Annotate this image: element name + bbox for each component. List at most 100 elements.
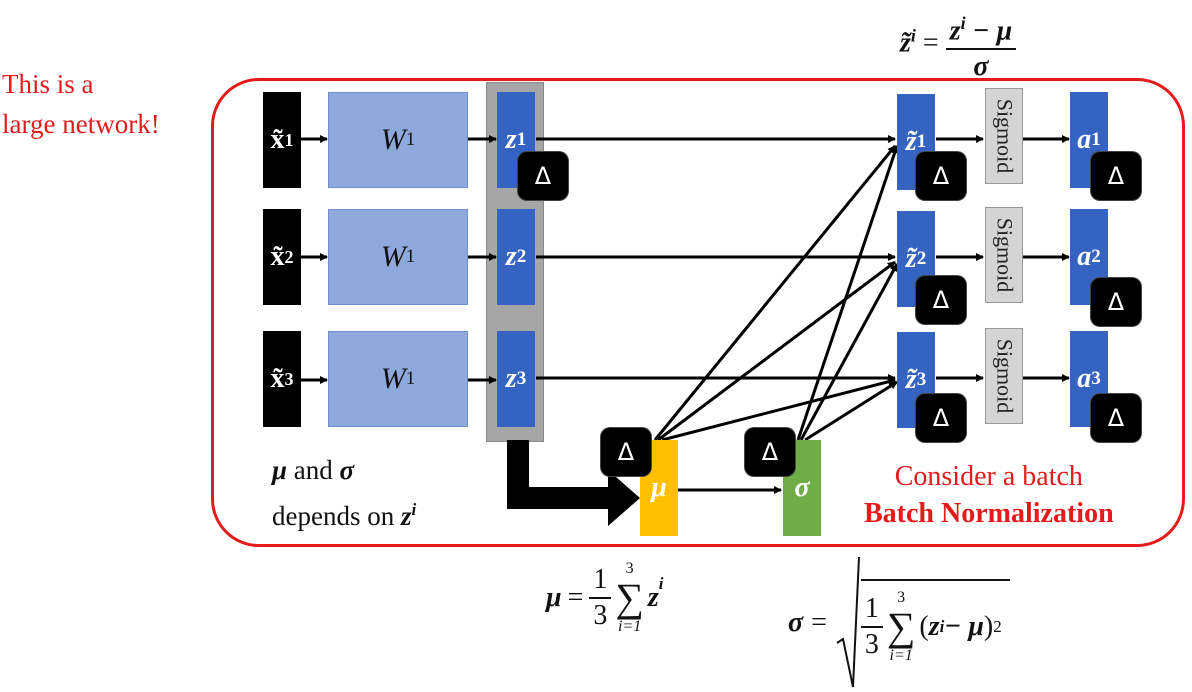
- mu-formula-one: 1: [589, 563, 612, 599]
- mu-formula-fraction: 1 3: [589, 563, 612, 633]
- z-1-sup: 1: [516, 129, 527, 150]
- mu-formula-lhs: μ: [546, 582, 562, 613]
- delta-znorm1-badge: Δ: [916, 152, 966, 200]
- formula-num-z: z: [949, 15, 961, 47]
- dependency-mu: μ: [272, 455, 288, 485]
- sigma-formula-mu: − μ: [944, 611, 984, 642]
- weight-2-base: W: [380, 240, 406, 273]
- sqrt-body: 1 3 3 ∑ i=1 (z i − μ) 2: [860, 579, 1010, 665]
- sigma-formula-paren-close: ): [983, 611, 994, 642]
- input-x3: x̃ 3: [263, 331, 301, 427]
- mu-formula-z: z: [647, 582, 659, 613]
- weight-1-base: W: [380, 123, 406, 156]
- formula-num-mu: − μ: [965, 15, 1013, 47]
- sigma-formula-sigma-sign: ∑: [886, 604, 916, 649]
- znorm-1-sup: 1: [916, 131, 927, 152]
- mu-formula-z-sup: i: [658, 574, 664, 593]
- delta-z1-badge: Δ: [518, 152, 568, 200]
- dependency-and: and: [293, 455, 333, 485]
- mu-formula-lower: i=1: [618, 618, 642, 635]
- dependency-note: μ and σ depends on zi: [272, 450, 416, 536]
- delta-znorm3-badge: Δ: [916, 394, 966, 442]
- weight-3-base: W: [380, 362, 406, 395]
- sigma-box-label: σ: [794, 472, 810, 503]
- sigma-formula-one: 1: [860, 592, 883, 628]
- sigma-formula-z: z: [928, 611, 940, 642]
- formula-den: σ: [973, 51, 989, 83]
- a-2-base: a: [1077, 241, 1092, 272]
- normalization-formula: z̃i = zi − μ σ: [900, 6, 1017, 84]
- delta-a1-badge: Δ: [1091, 152, 1141, 200]
- sigma-formula-lhs: σ: [788, 607, 804, 638]
- input-x1-base: x̃: [270, 124, 285, 155]
- sigma-formula-three: 3: [864, 629, 879, 660]
- input-x1-sup: 1: [284, 129, 294, 150]
- formula-lhs: z̃: [900, 27, 911, 59]
- delta-mu-badge: Δ: [601, 428, 651, 476]
- batch-note-line2: Batch Normalization: [864, 498, 1114, 529]
- dependency-sigma: σ: [339, 455, 355, 485]
- batch-note-line1: Consider a batch: [894, 461, 1083, 492]
- z-2-base: z: [505, 241, 517, 272]
- sqrt-sign-icon: [836, 556, 860, 688]
- sigmoid-box-1: Sigmoid: [985, 88, 1023, 184]
- formula-lhs-sup: i: [910, 25, 916, 46]
- dependency-z: z: [400, 501, 412, 531]
- input-x2-base: x̃: [270, 241, 285, 272]
- weight-1-sup: 1: [405, 129, 416, 150]
- a-3-sup: 3: [1091, 368, 1101, 389]
- a-1-base: a: [1077, 124, 1092, 155]
- mu-formula-upper: 3: [625, 560, 634, 577]
- sigmoid-box-2: Sigmoid: [985, 207, 1023, 303]
- znorm-2-base: z̃: [905, 243, 917, 274]
- network-note: This is a large network!: [2, 64, 160, 144]
- batch-note: Consider a batch Batch Normalization: [864, 458, 1114, 532]
- mu-formula-sigma-sign: ∑: [615, 575, 644, 620]
- sigmoid-label-1: Sigmoid: [992, 98, 1018, 174]
- mu-box-label: μ: [651, 472, 667, 503]
- dependency-z-sup: i: [411, 500, 417, 519]
- sigma-formula-paren-open: (: [919, 611, 929, 642]
- sigmoid-label-2: Sigmoid: [992, 217, 1018, 293]
- a-3-base: a: [1077, 363, 1092, 394]
- mu-box: μ: [640, 440, 678, 536]
- znorm-3-base: z̃: [905, 364, 917, 395]
- sigma-formula-z-sup: i: [939, 617, 945, 636]
- znorm-1-base: z̃: [905, 126, 917, 157]
- delta-a2-badge: Δ: [1091, 278, 1141, 326]
- formula-fraction: zi − μ σ: [945, 6, 1017, 84]
- input-x3-base: x̃: [270, 363, 285, 394]
- dependency-line2: depends on: [272, 501, 395, 531]
- z-3-base: z: [505, 363, 517, 394]
- sigma-formula-lower: i=1: [889, 647, 913, 664]
- sigmoid-label-3: Sigmoid: [992, 338, 1018, 414]
- delta-znorm2-badge: Δ: [916, 276, 966, 324]
- formula-num-sup: i: [960, 13, 966, 33]
- formula-equals: =: [922, 27, 939, 59]
- znorm-2-sup: 2: [916, 248, 927, 269]
- sigma-formula-fraction: 1 3: [860, 592, 883, 662]
- weight-2-sup: 1: [405, 246, 416, 267]
- sigma-formula: σ = 1 3 3 ∑ i=1 (z i − μ) 2: [788, 555, 1010, 691]
- z-1-base: z: [505, 124, 517, 155]
- delta-a3-badge: Δ: [1091, 394, 1141, 442]
- input-x2: x̃ 2: [263, 209, 301, 305]
- input-x3-sup: 3: [284, 368, 294, 389]
- sigmoid-box-3: Sigmoid: [985, 328, 1023, 424]
- a-1-sup: 1: [1091, 129, 1101, 150]
- mu-formula-equals: =: [567, 582, 584, 613]
- z-3-sup: 3: [516, 368, 527, 389]
- weight-3-sup: 1: [405, 368, 416, 389]
- network-frame: [211, 78, 1185, 547]
- input-x1: x̃ 1: [263, 92, 301, 188]
- sigma-formula-square: 2: [993, 617, 1002, 636]
- znorm-3-sup: 3: [916, 369, 927, 390]
- sigma-formula-sum: 3 ∑ i=1: [887, 589, 916, 665]
- a-2-sup: 2: [1091, 246, 1101, 267]
